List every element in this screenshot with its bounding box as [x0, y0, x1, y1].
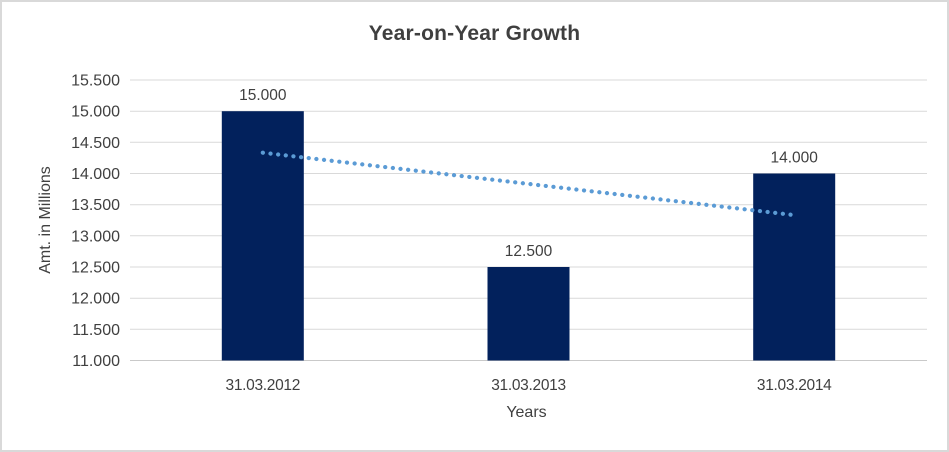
y-tick-label: 11.500 — [72, 322, 120, 339]
bar-value-label: 15.000 — [239, 87, 287, 104]
y-tick-label: 13.000 — [71, 228, 120, 245]
x-axis-title: Years — [506, 404, 547, 421]
bar — [753, 173, 836, 361]
chart-title: Year-on-Year Growth — [368, 22, 581, 45]
x-tick-label: 31.03.2012 — [226, 377, 301, 394]
y-tick-label: 15.500 — [71, 73, 120, 90]
bar-value-label: 12.500 — [505, 243, 553, 260]
y-tick-label: 11.000 — [72, 353, 120, 370]
bar — [221, 111, 304, 361]
y-tick-label: 12.000 — [71, 291, 120, 308]
bar-value-label: 14.000 — [770, 150, 818, 167]
trendline — [260, 150, 797, 218]
y-tick-label: 14.000 — [71, 166, 120, 183]
x-tick-label: 31.03.2014 — [757, 377, 832, 394]
y-tick-label: 14.500 — [71, 135, 120, 152]
y-tick-label: 12.500 — [71, 260, 120, 277]
y-tick-label: 15.000 — [71, 104, 120, 121]
x-tick-label: 31.03.2013 — [491, 377, 566, 394]
y-tick-label: 13.500 — [71, 197, 120, 214]
y-axis-title: Amt. in Millions — [37, 166, 54, 274]
bar — [487, 267, 570, 361]
